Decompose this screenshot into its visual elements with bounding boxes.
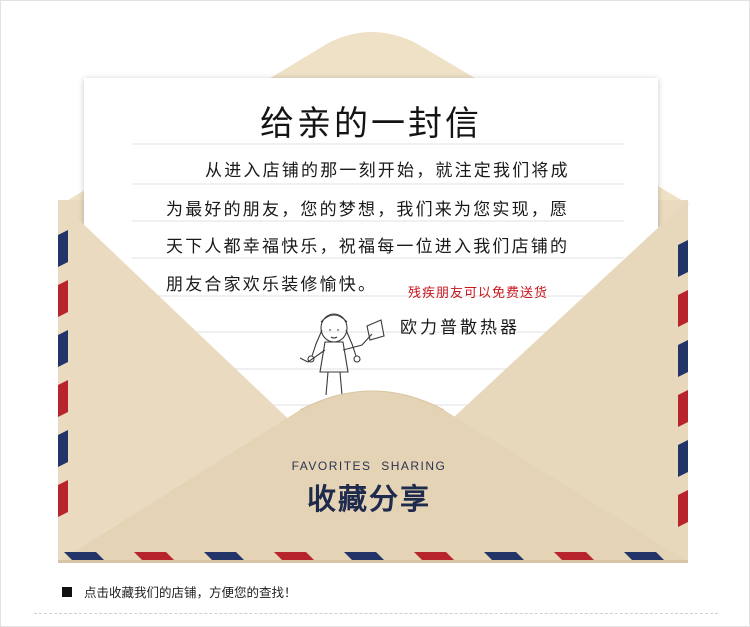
- letter-line-2: 为最好的朋友，您的梦想，我们来为您实现，愿: [166, 200, 570, 220]
- bottom-note: 点击收藏我们的店铺，方便您的查找！: [62, 582, 297, 601]
- letter-line-3: 天下人都幸福快乐，祝福每一位进入我们店铺的: [166, 237, 570, 257]
- letter-title: 给亲的一封信: [260, 104, 482, 144]
- letter-line-1: 从进入店铺的那一刻开始，就注定我们将成: [205, 161, 570, 181]
- favorites-heading-cn[interactable]: 收藏分享: [306, 482, 431, 516]
- signature: 欧力普散热器: [400, 318, 520, 338]
- square-bullet-icon: [62, 586, 72, 597]
- red-note: 残疾朋友可以免费送货: [408, 286, 549, 301]
- letter-paper: 给亲的一封信 从进入店铺的那一刻开始，就注定我们将成 为最好的朋友，您的梦想，我…: [84, 78, 658, 418]
- girl-illustration: [299, 313, 385, 396]
- favorites-heading-en: FAVORITES SHARING: [291, 459, 447, 473]
- dashed-divider: [34, 613, 718, 614]
- bottom-note-text: 点击收藏我们的店铺，方便您的查找！: [84, 585, 297, 600]
